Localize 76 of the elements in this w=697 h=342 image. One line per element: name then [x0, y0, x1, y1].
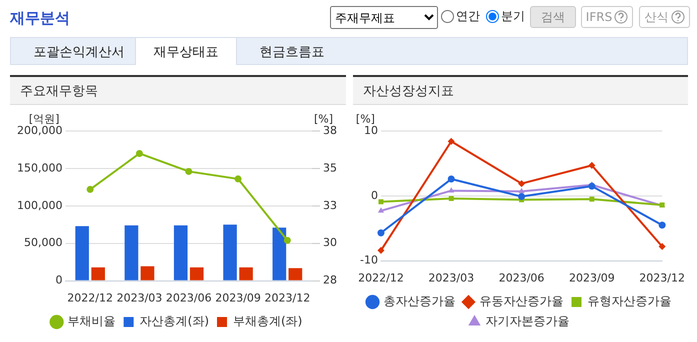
bar: [223, 224, 237, 280]
bar: [124, 225, 138, 280]
legend-label: 총자산증가율: [384, 294, 456, 308]
bar: [288, 268, 302, 280]
bar: [174, 225, 188, 280]
point: [136, 150, 143, 157]
y-axis-title: [%]: [356, 112, 375, 126]
y2-tick-label: 35: [323, 161, 338, 174]
x-tick-label: 2023/12: [639, 271, 686, 284]
legend-label: 자산총계(좌): [140, 314, 210, 328]
legend-label: 부채비율: [68, 314, 116, 328]
y-tick-label: 50,000: [24, 236, 62, 250]
y-tick-label: 100,000: [16, 198, 62, 212]
legend-label: 유형자산증가율: [588, 294, 672, 308]
text: 재무분석: [10, 9, 70, 28]
legend-label: 자기자본증가율: [486, 314, 570, 328]
point: [658, 222, 666, 229]
legend-label: 유동자산증가율: [480, 294, 564, 308]
point: [448, 196, 454, 201]
point: [448, 176, 455, 183]
point: [518, 188, 525, 194]
point: [378, 199, 384, 204]
x-tick-label: 2023/09: [569, 271, 615, 284]
point: [448, 187, 454, 192]
y-axis-title: [억원]: [28, 112, 60, 126]
x-tick-label: 2023/09: [215, 291, 261, 304]
y-tick-label: 10: [364, 124, 378, 137]
y-tick-label: -10: [360, 254, 378, 267]
x-tick-label: 2023/03: [428, 271, 474, 284]
point: [589, 196, 594, 202]
text: 포괄손익계산서: [32, 44, 126, 62]
point: [518, 193, 526, 200]
point: [234, 175, 242, 182]
y-tick-label: 0: [55, 274, 62, 287]
point: [448, 138, 455, 145]
point: [377, 246, 384, 254]
x-tick-label: 2023/03: [116, 291, 162, 304]
point: [378, 207, 384, 213]
x-tick-label: 2022/12: [358, 271, 404, 284]
y-tick-label: 200,000: [16, 124, 62, 137]
point: [284, 236, 291, 244]
legend-label: 부채총계(좌): [233, 314, 302, 328]
y2-tick-label: 30: [323, 236, 338, 250]
point: [658, 243, 666, 250]
bar: [272, 228, 286, 280]
bar: [239, 267, 253, 280]
y2-tick-label: 33: [323, 198, 338, 212]
y-tick-label: 150,000: [16, 161, 62, 174]
point: [588, 162, 596, 169]
point: [377, 229, 384, 236]
y2-tick-label: 38: [323, 124, 338, 137]
chart-title: 자산성장성지표: [353, 75, 688, 105]
text: 주재무제표: [330, 6, 438, 29]
point: [588, 182, 596, 190]
bar: [140, 266, 154, 280]
y2-axis-title: [%]: [314, 112, 334, 126]
y-tick-label: 0: [370, 188, 378, 202]
x-tick-label: 2022/12: [67, 291, 113, 304]
point: [86, 186, 94, 193]
text: 분기: [501, 8, 525, 25]
text: 재무상태표: [135, 37, 237, 65]
point: [185, 168, 192, 175]
x-tick-label: 2023/06: [166, 291, 212, 304]
y2-tick-label: 28: [323, 274, 338, 287]
chart-title: 주요재무항목: [10, 75, 346, 105]
text: 검색: [530, 6, 576, 28]
text: 현금흐름표: [258, 44, 326, 62]
bar: [91, 267, 105, 280]
x-tick-label: 2023/06: [498, 271, 544, 284]
bar: [75, 226, 89, 280]
x-tick-label: 2023/12: [264, 291, 310, 304]
bar: [190, 267, 204, 280]
text: 연간: [456, 8, 480, 25]
point: [518, 180, 526, 188]
text: 산식: [644, 8, 668, 26]
text: IFRS: [586, 10, 612, 24]
